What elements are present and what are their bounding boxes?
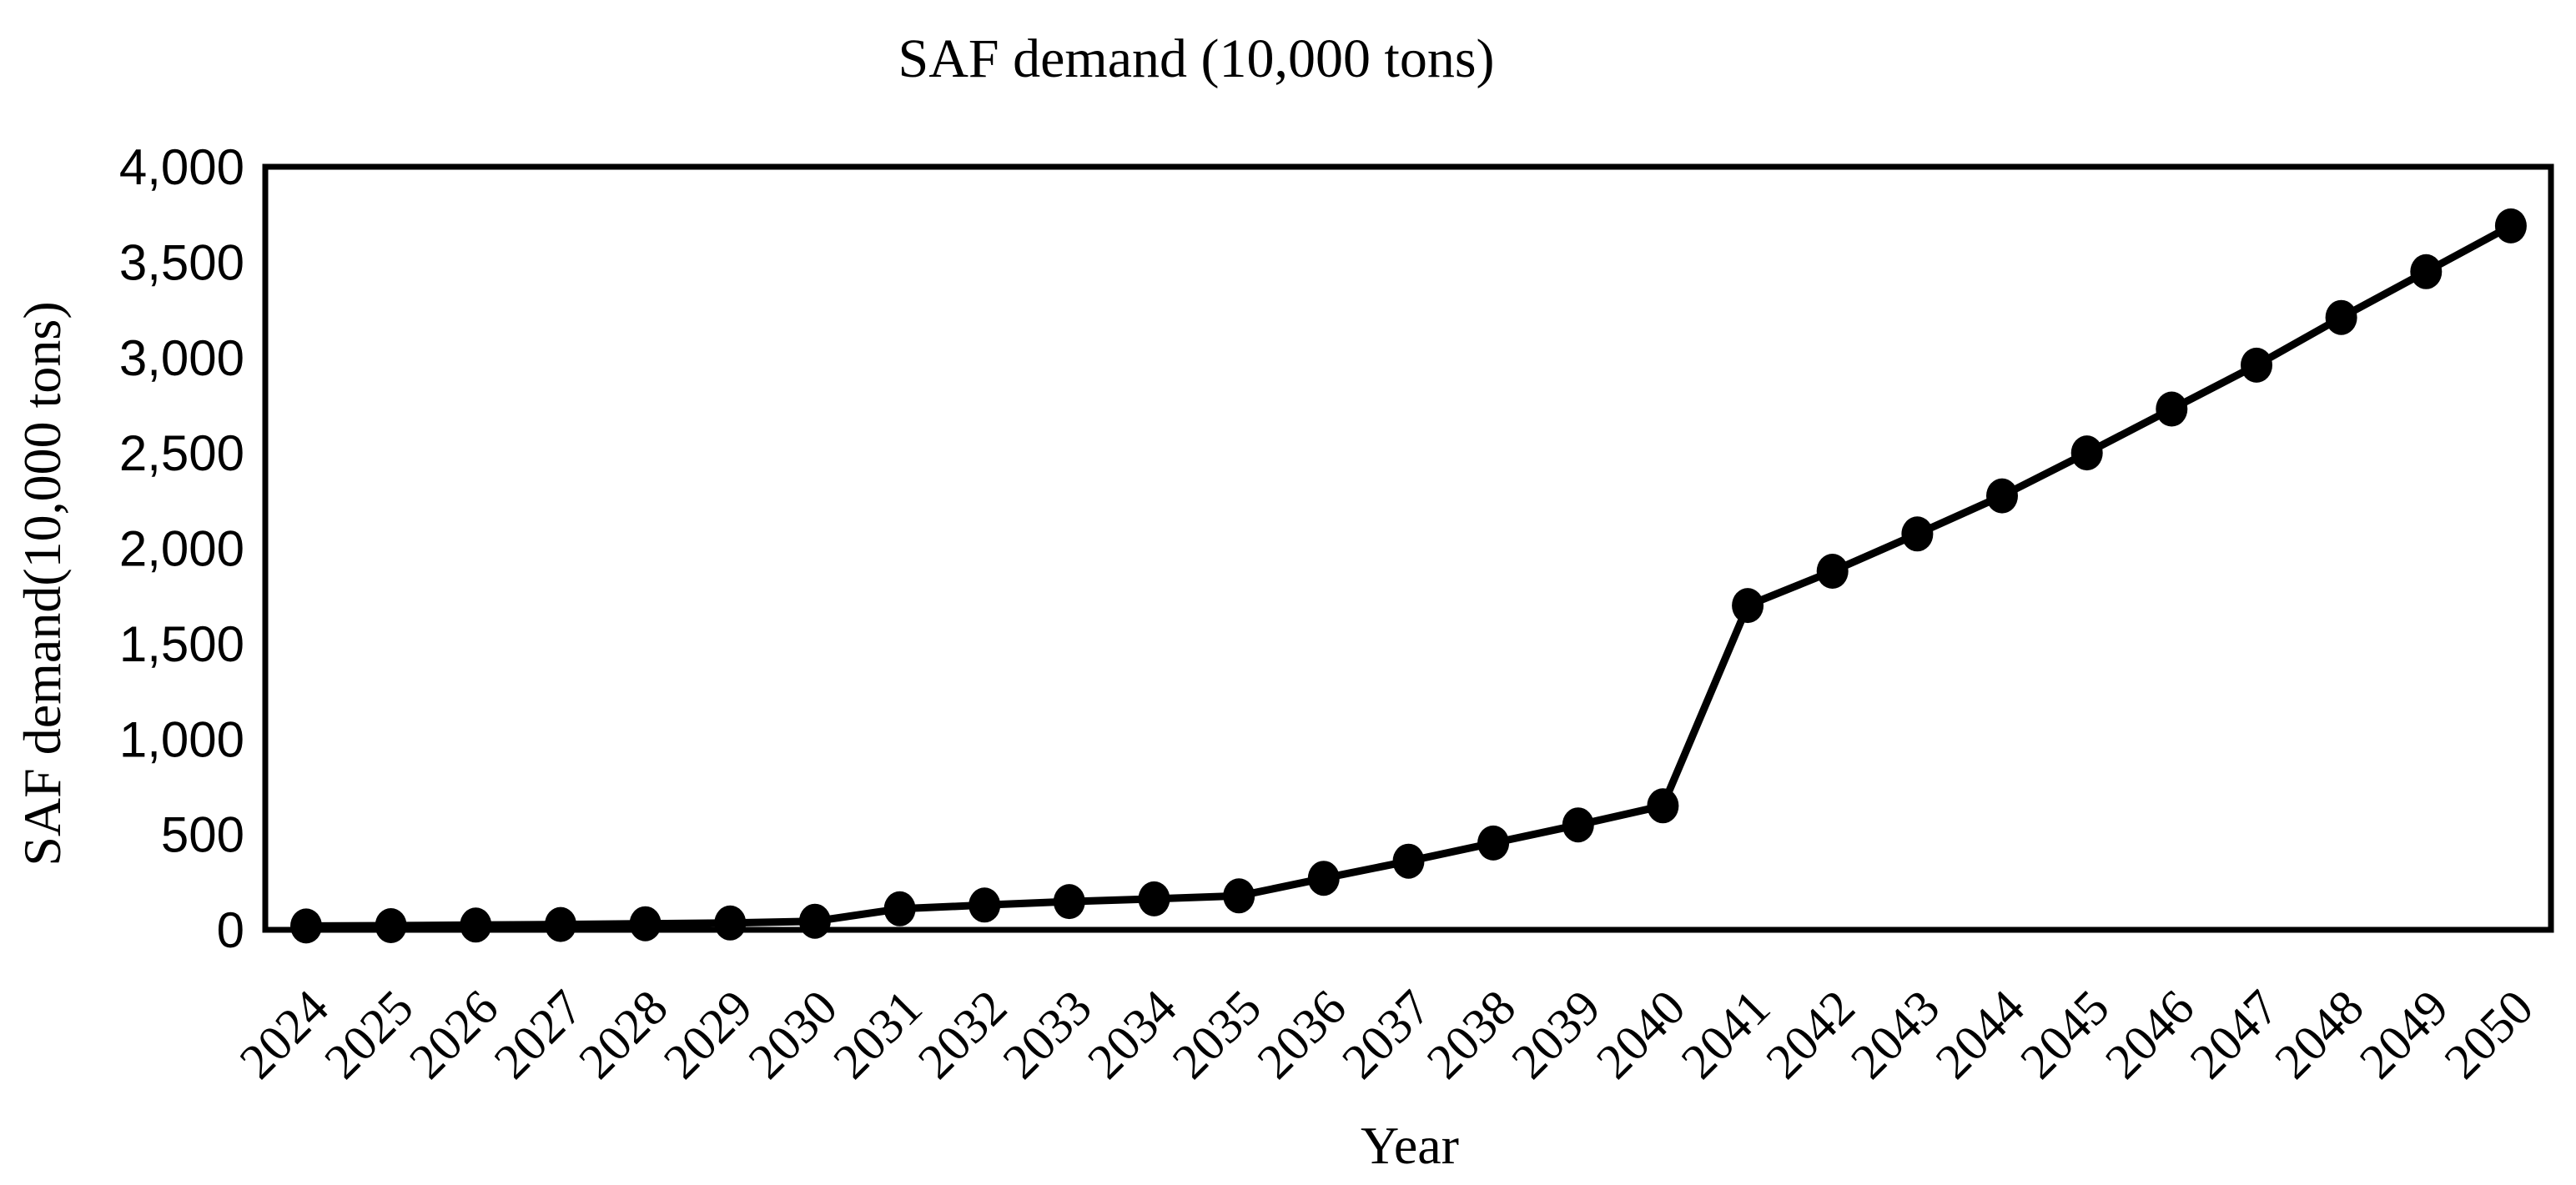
data-point-2048 [2325,299,2357,335]
x-tick-label: 2050 [2434,980,2544,1090]
x-tick-label: 2036 [1246,980,1356,1090]
data-point-2037 [1392,843,1425,879]
data-point-2042 [1816,554,1849,589]
y-tick-label: 4,000 [119,139,244,195]
data-point-2030 [798,903,831,939]
x-axis-title: Year [1361,1116,1459,1175]
x-tick-label: 2032 [908,980,1018,1090]
y-tick-label: 2,000 [119,521,244,577]
chart-title: SAF demand (10,000 tons) [898,28,1495,89]
x-tick-label: 2024 [229,980,340,1090]
data-point-2024 [290,908,322,944]
data-point-2039 [1562,807,1594,843]
data-point-2032 [969,887,1001,923]
x-tick-label: 2039 [1501,980,1611,1090]
data-point-2036 [1307,861,1340,896]
x-tick-label: 2030 [738,980,848,1090]
data-point-2040 [1647,788,1679,824]
data-point-2045 [2070,435,2103,471]
x-tick-label: 2048 [2264,980,2374,1090]
data-point-2027 [545,906,576,942]
y-tick-label: 500 [161,807,244,863]
data-point-2047 [2241,347,2272,383]
demand-series [290,208,2527,944]
y-tick-label: 3,000 [119,330,244,386]
x-tick-label: 2047 [2180,980,2290,1090]
data-point-2031 [883,891,916,926]
data-point-2050 [2494,208,2527,244]
plot-frame [262,163,2554,933]
x-tick-label: 2027 [484,980,594,1090]
y-axis-title: SAF demand(10,000 tons) [13,301,72,866]
y-axis-tick-labels: 0 500 1,000 1,500 2,000 2,500 3,000 3,500 4,000 [119,139,244,958]
x-tick-label: 2031 [823,980,933,1090]
data-point-2028 [629,906,662,941]
y-tick-label: 0 [217,902,244,958]
data-point-2043 [1901,516,1934,552]
x-tick-label: 2025 [314,980,424,1090]
x-tick-label: 2038 [1416,980,1527,1090]
data-point-2041 [1732,588,1764,624]
x-tick-label: 2049 [2349,980,2459,1090]
x-tick-label: 2033 [993,980,1103,1090]
x-tick-label: 2045 [2010,980,2120,1090]
data-point-2029 [714,905,747,941]
data-point-2046 [2156,391,2188,427]
y-tick-label: 1,500 [119,616,244,672]
data-point-2033 [1053,884,1085,920]
data-point-2049 [2410,254,2443,289]
data-point-2026 [460,907,492,943]
data-point-2038 [1477,825,1510,861]
x-tick-label: 2041 [1671,980,1781,1090]
y-tick-label: 1,000 [119,711,244,767]
data-point-2034 [1138,881,1170,916]
x-tick-label: 2046 [2095,980,2205,1090]
x-tick-label: 2035 [1162,980,1272,1090]
x-tick-label: 2040 [1586,980,1696,1090]
x-tick-label: 2034 [1077,980,1187,1090]
x-axis-tick-labels: 2024202520262027202820292030203120322033… [229,980,2543,1090]
y-tick-label: 2,500 [119,425,244,481]
demand-line [302,222,2515,930]
x-tick-label: 2037 [1331,980,1441,1090]
y-tick-label: 3,500 [119,234,244,290]
x-tick-label: 2043 [1840,980,1950,1090]
x-tick-label: 2042 [1755,980,1865,1090]
x-tick-label: 2029 [653,980,763,1090]
x-tick-label: 2028 [568,980,678,1090]
data-point-2035 [1223,878,1255,914]
x-tick-label: 2026 [399,980,509,1090]
x-tick-label: 2044 [1925,980,2035,1090]
data-point-2025 [375,908,407,943]
data-point-2044 [1986,478,2018,514]
